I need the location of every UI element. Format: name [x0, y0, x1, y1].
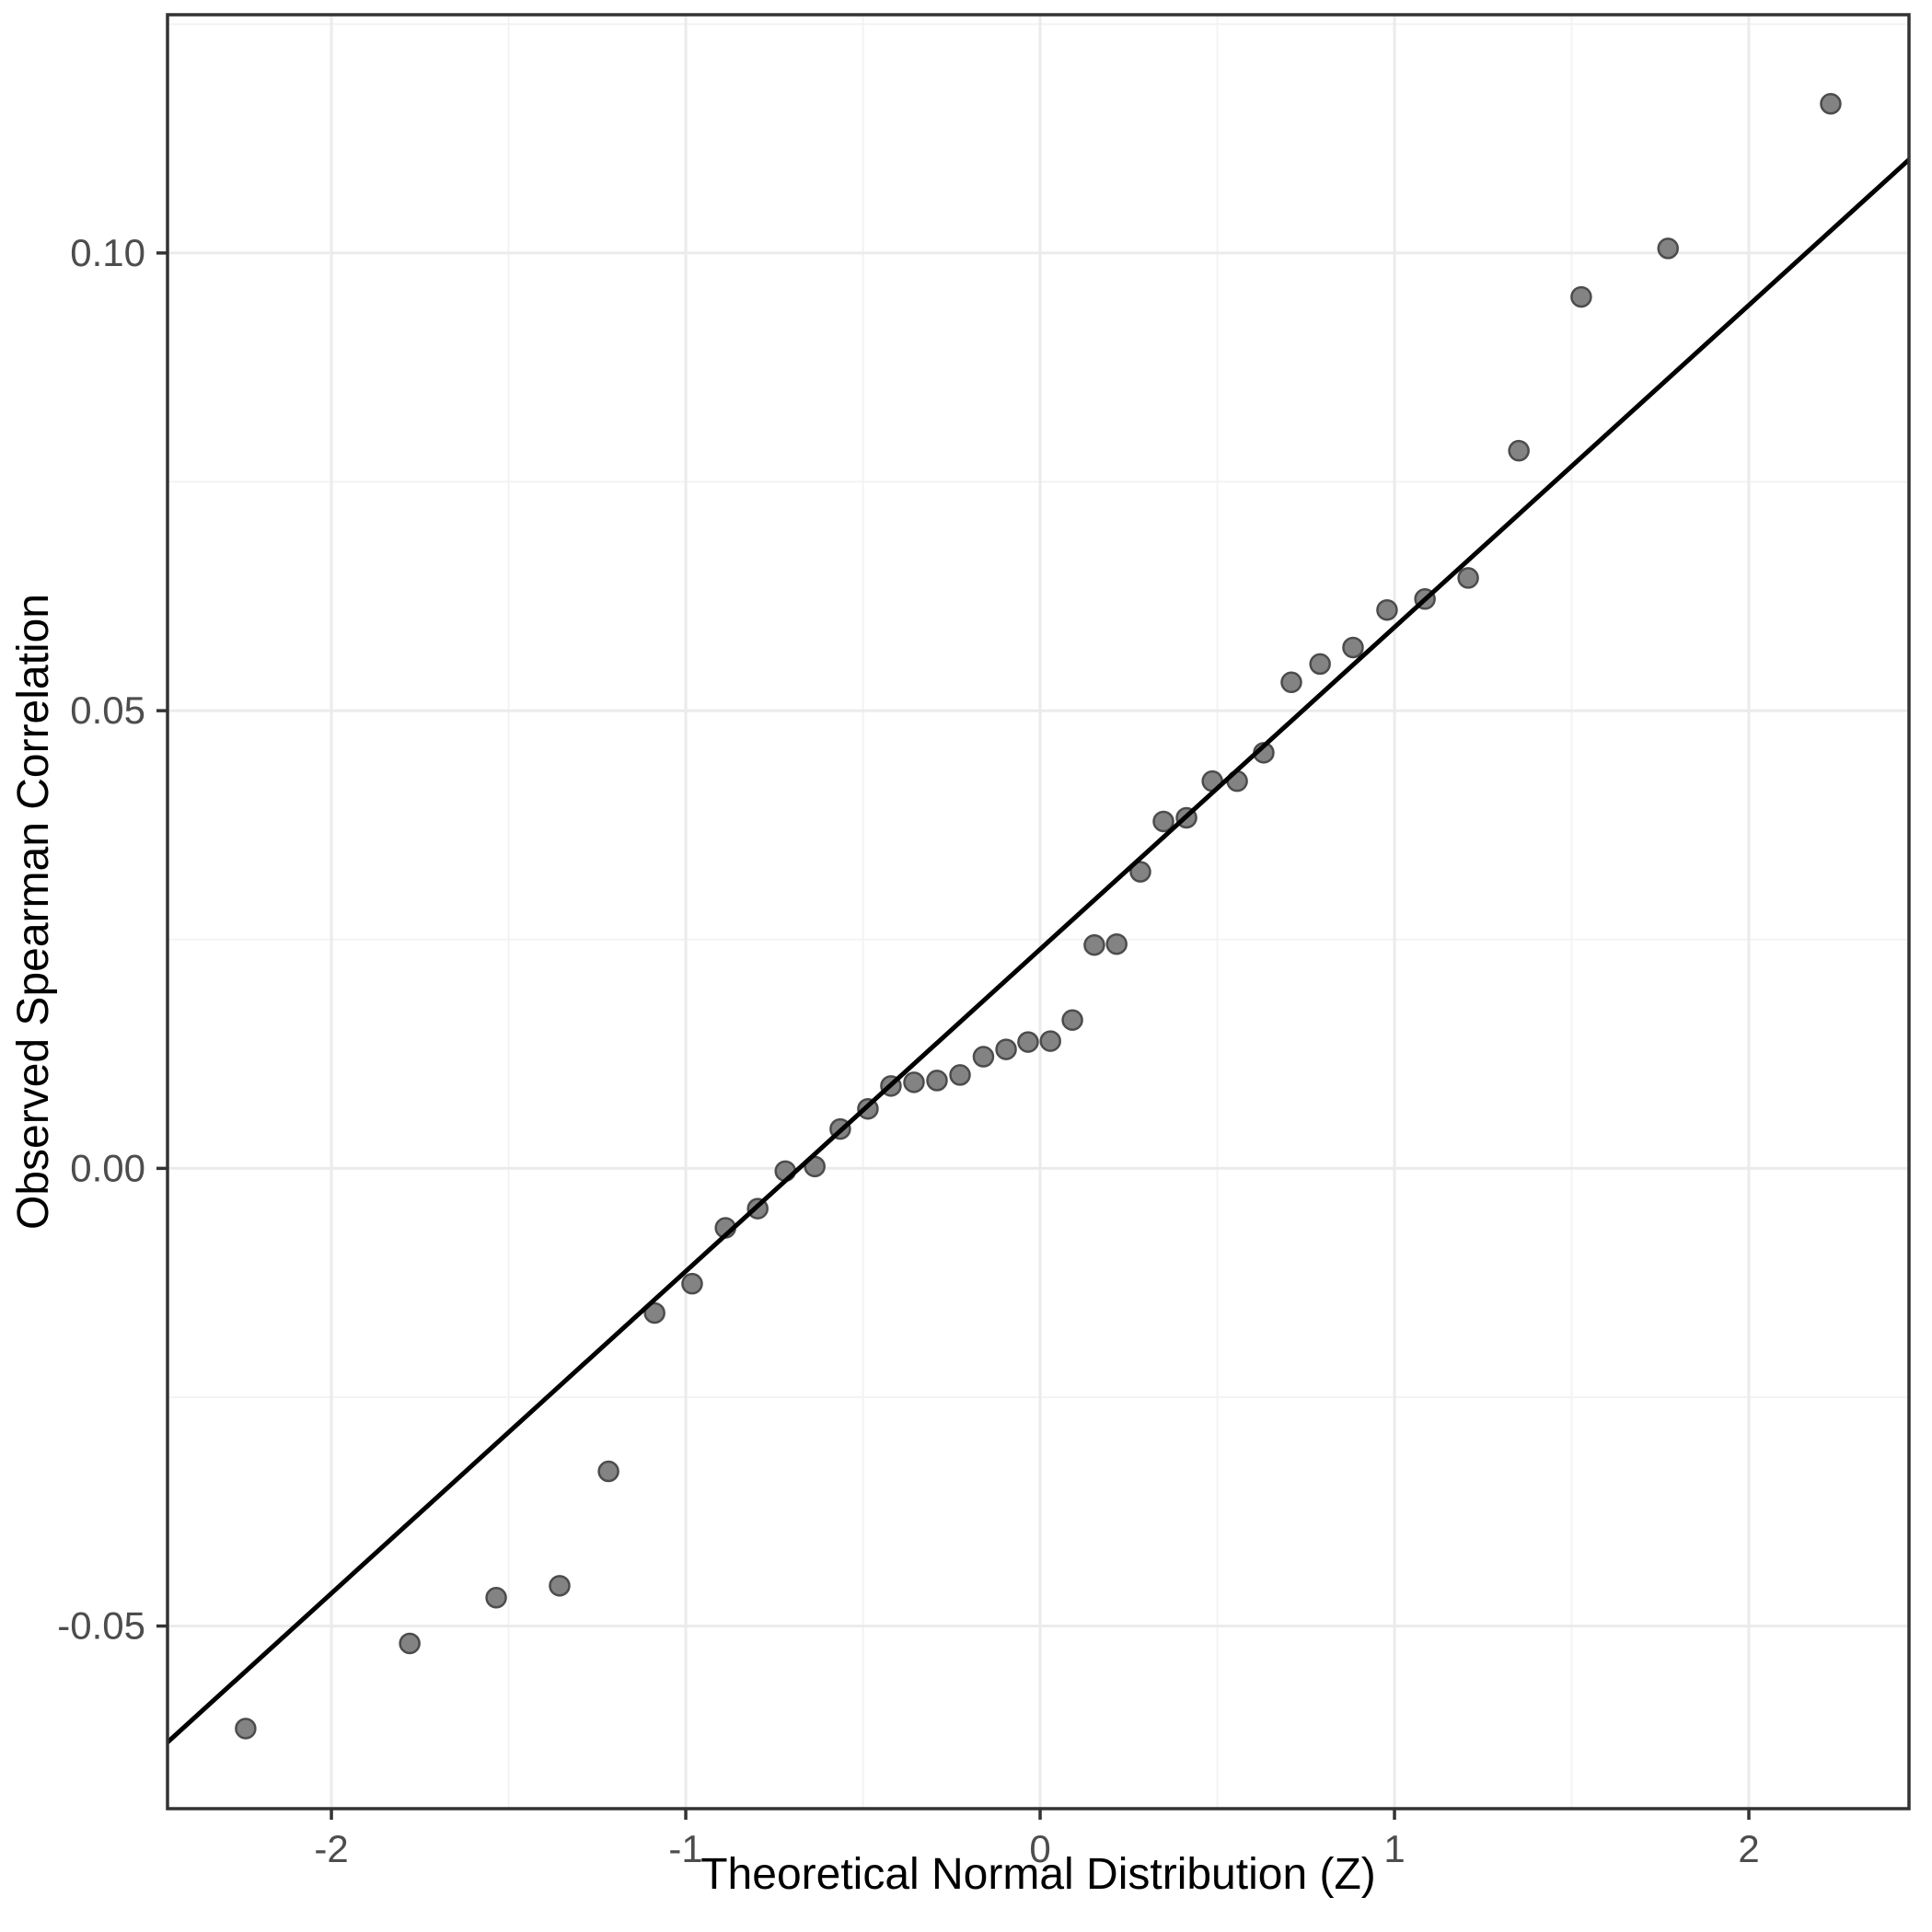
data-point — [1129, 861, 1151, 883]
data-point — [972, 1046, 995, 1068]
x-tick-label: -2 — [314, 1827, 348, 1870]
axis-tick-labels: -2 -1 0 1 2 -0.05 0.00 0.05 0.10 — [57, 231, 1759, 1870]
data-point — [1105, 932, 1128, 955]
x-tick-label: 1 — [1383, 1827, 1405, 1870]
data-point — [549, 1575, 571, 1597]
data-point — [903, 1071, 925, 1093]
y-tick-label: 0.05 — [70, 688, 145, 732]
data-point — [949, 1064, 971, 1086]
minor-gridlines — [168, 15, 1909, 1809]
x-axis-title: Theoretical Normal Distribution (Z) — [700, 1850, 1376, 1899]
x-tick-label: 2 — [1738, 1827, 1759, 1870]
data-point — [235, 1718, 257, 1740]
axis-tick-marks — [156, 251, 1751, 1820]
x-tick-label: -1 — [668, 1827, 702, 1870]
y-tick-label: 0.10 — [70, 231, 145, 274]
data-point — [1570, 285, 1592, 308]
y-axis-title: Observed Spearman Correlation — [9, 594, 58, 1230]
data-point — [1820, 93, 1842, 115]
data-point — [1039, 1030, 1061, 1052]
data-point — [1280, 671, 1302, 694]
qq-reference-line — [166, 157, 1911, 1744]
data-point — [1083, 933, 1105, 956]
data-point — [485, 1587, 507, 1609]
series-layer — [166, 93, 1911, 1744]
data-point — [1061, 1009, 1083, 1031]
data-point — [1342, 636, 1364, 659]
data-point — [926, 1070, 948, 1092]
data-point — [1657, 237, 1679, 260]
data-point — [995, 1038, 1017, 1060]
data-point — [1017, 1031, 1039, 1053]
data-point — [1152, 810, 1174, 833]
data-point — [399, 1632, 421, 1655]
data-point — [1457, 567, 1479, 589]
major-gridlines — [168, 15, 1909, 1809]
data-point — [1508, 439, 1530, 462]
data-point — [1376, 598, 1398, 621]
data-point — [1309, 653, 1331, 676]
plot-panel-border — [166, 13, 1911, 1811]
y-tick-label: 0.00 — [70, 1146, 145, 1189]
data-point — [643, 1301, 665, 1325]
data-point — [597, 1460, 619, 1483]
data-point — [681, 1272, 703, 1295]
x-tick-label: 0 — [1029, 1827, 1050, 1870]
y-tick-label: -0.05 — [57, 1604, 145, 1648]
